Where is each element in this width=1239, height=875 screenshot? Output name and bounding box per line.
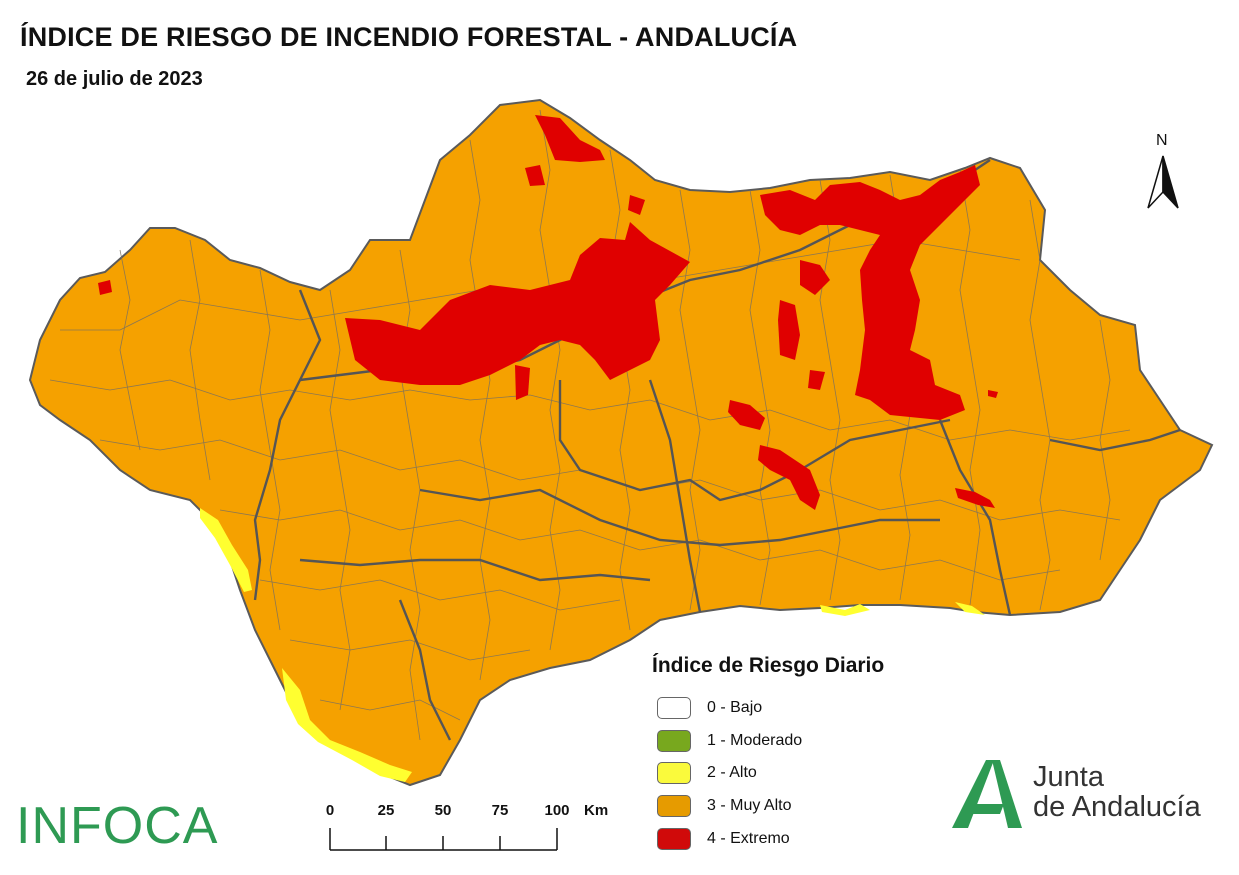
legend-swatch-muy-alto <box>657 795 691 817</box>
legend-swatch-moderado <box>657 730 691 752</box>
alto-coast-huelva <box>200 508 252 592</box>
scale-tick-label: 25 <box>377 802 395 819</box>
legend-title: Índice de Riesgo Diario <box>652 654 885 677</box>
legend-swatch-bajo <box>657 697 691 719</box>
legend-label: 2 - Alto <box>707 764 757 781</box>
scale-tick-label: 0 <box>325 802 335 819</box>
map-title: ÍNDICE DE RIESGO DE INCENDIO FORESTAL - … <box>20 22 798 52</box>
junta-line2: de Andalucía <box>1033 791 1201 823</box>
legend-label: 4 - Extremo <box>707 830 790 847</box>
legend-swatch-alto <box>657 762 691 784</box>
alto-coast-cadiz <box>282 668 412 782</box>
scale-tick-label: 100 <box>544 802 570 819</box>
north-label: N <box>1156 132 1168 149</box>
junta-andalucia-wordmark: Junta de Andalucía <box>1033 762 1201 822</box>
legend-label: 3 - Muy Alto <box>707 797 792 814</box>
alto-coast-east <box>820 602 985 616</box>
extremo-zones <box>98 115 998 510</box>
junta-andalucia-logo-icon <box>952 760 1022 828</box>
legend-item-extremo: 4 - Extremo <box>657 826 790 852</box>
infoca-logo: INFOCA <box>16 797 219 855</box>
legend-label: 1 - Moderado <box>707 732 803 749</box>
junta-line1: Junta <box>1033 761 1104 793</box>
legend-label: 0 - Bajo <box>707 699 763 716</box>
legend-item-bajo: 0 - Bajo <box>657 695 762 721</box>
scale-unit: Km <box>584 802 609 819</box>
legend-swatch-extremo <box>657 828 691 850</box>
legend-item-moderado: 1 - Moderado <box>657 728 802 754</box>
scale-tick-label: 50 <box>434 802 452 819</box>
map-date: 26 de julio de 2023 <box>26 68 203 90</box>
legend-item-alto: 2 - Alto <box>657 760 757 786</box>
north-arrow-icon <box>1147 155 1179 209</box>
legend-item-muy-alto: 3 - Muy Alto <box>657 793 791 819</box>
scale-tick-label: 75 <box>491 802 509 819</box>
scale-bar-graphic <box>329 828 558 851</box>
scale-bar: 0 25 50 75 100 Km <box>320 800 608 860</box>
